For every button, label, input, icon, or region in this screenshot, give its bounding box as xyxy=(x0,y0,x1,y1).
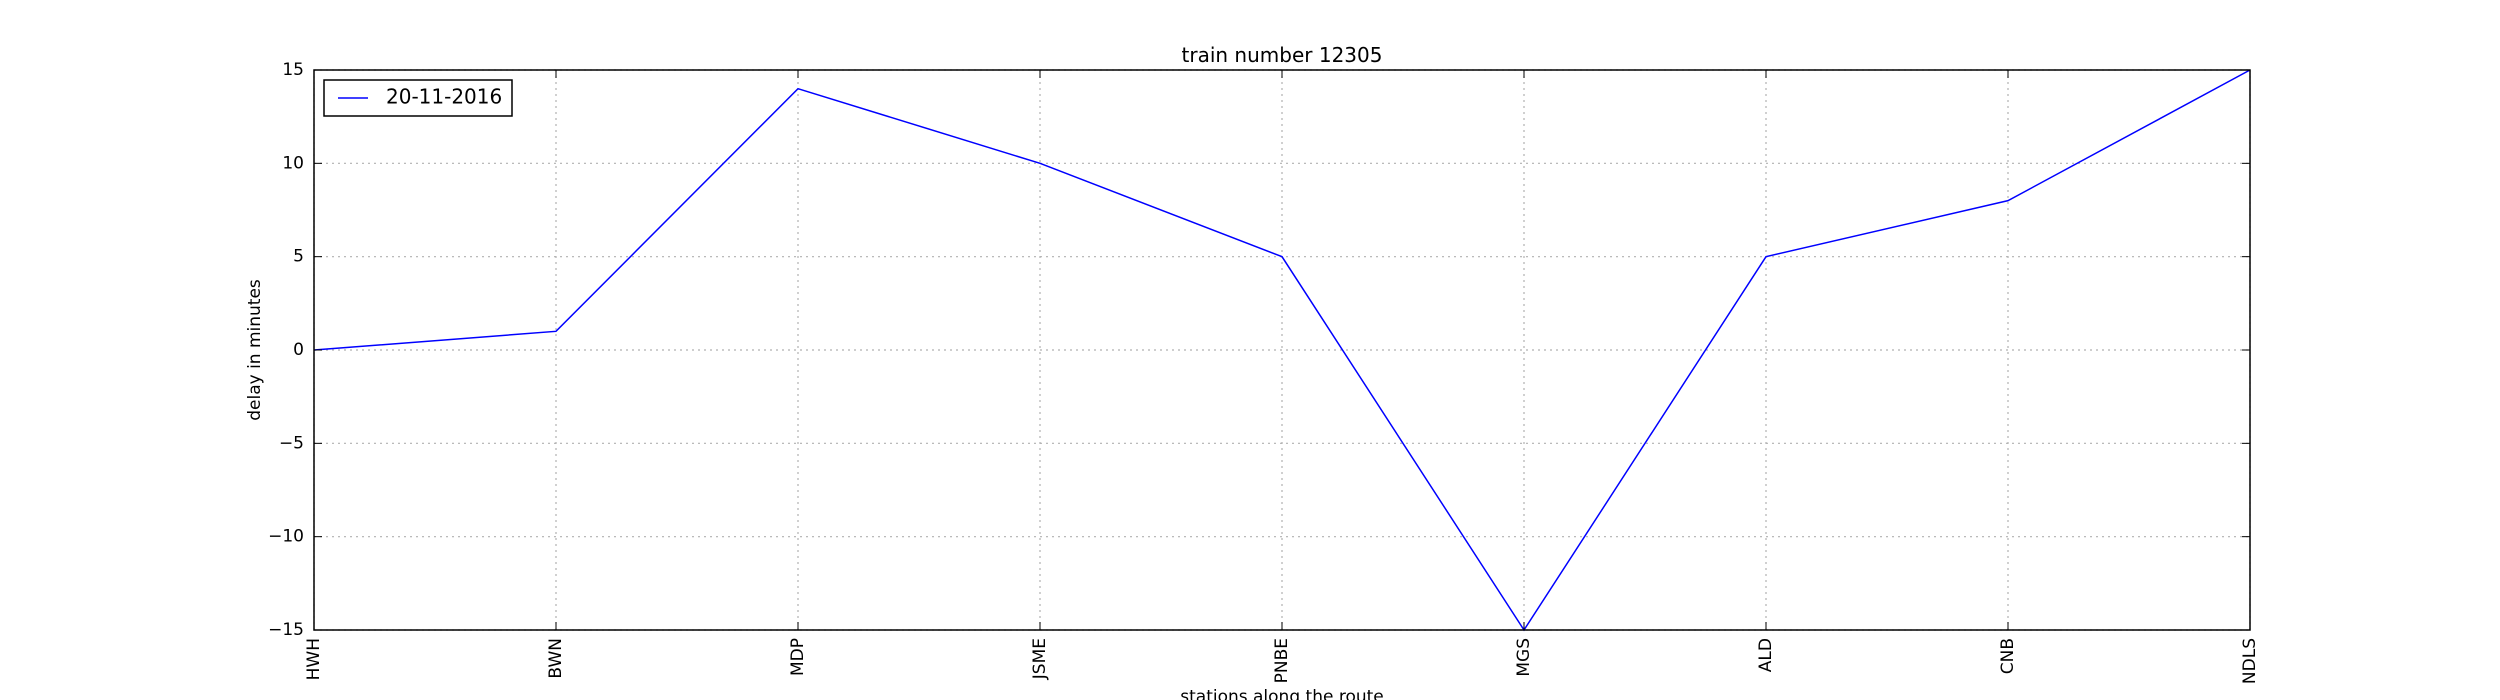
series-line xyxy=(313,69,2251,632)
x-axis-title: stations along the route xyxy=(1180,687,1384,700)
y-tick-label: 15 xyxy=(282,60,304,80)
x-tick-labels: HWH BWN MDP JSME PNBE MGS ALD CNB NDLS xyxy=(304,638,2260,684)
y-axis-title: delay in minutes xyxy=(245,279,265,421)
y-tick-label: 0 xyxy=(293,340,304,360)
x-tick-label: PNBE xyxy=(1272,638,1292,683)
y-tick-label: −10 xyxy=(268,527,304,547)
x-tick-label: JSME xyxy=(1030,638,1050,680)
y-tick-label: 5 xyxy=(293,247,304,267)
grid-lines xyxy=(313,69,2251,631)
x-tick-label: HWH xyxy=(304,638,324,680)
y-tick-labels: 15 10 5 0 −5 −10 −15 xyxy=(268,60,304,640)
series-lines xyxy=(313,69,2251,632)
y-tick-label: −15 xyxy=(268,620,304,640)
legend-label: 20-11-2016 xyxy=(386,85,502,109)
x-tick-label: MGS xyxy=(1514,638,1534,677)
x-tick-label: MDP xyxy=(788,638,808,676)
axis-ticks xyxy=(313,69,2251,631)
x-tick-label: CNB xyxy=(1998,638,2018,674)
x-tick-label: ALD xyxy=(1756,638,1776,672)
y-tick-label: 10 xyxy=(282,153,304,173)
chart-title: train number 12305 xyxy=(1182,43,1383,67)
y-tick-label: −5 xyxy=(279,433,304,453)
x-tick-label: BWN xyxy=(546,638,566,679)
x-tick-label: NDLS xyxy=(2240,638,2260,684)
legend: 20-11-2016 xyxy=(323,79,513,117)
